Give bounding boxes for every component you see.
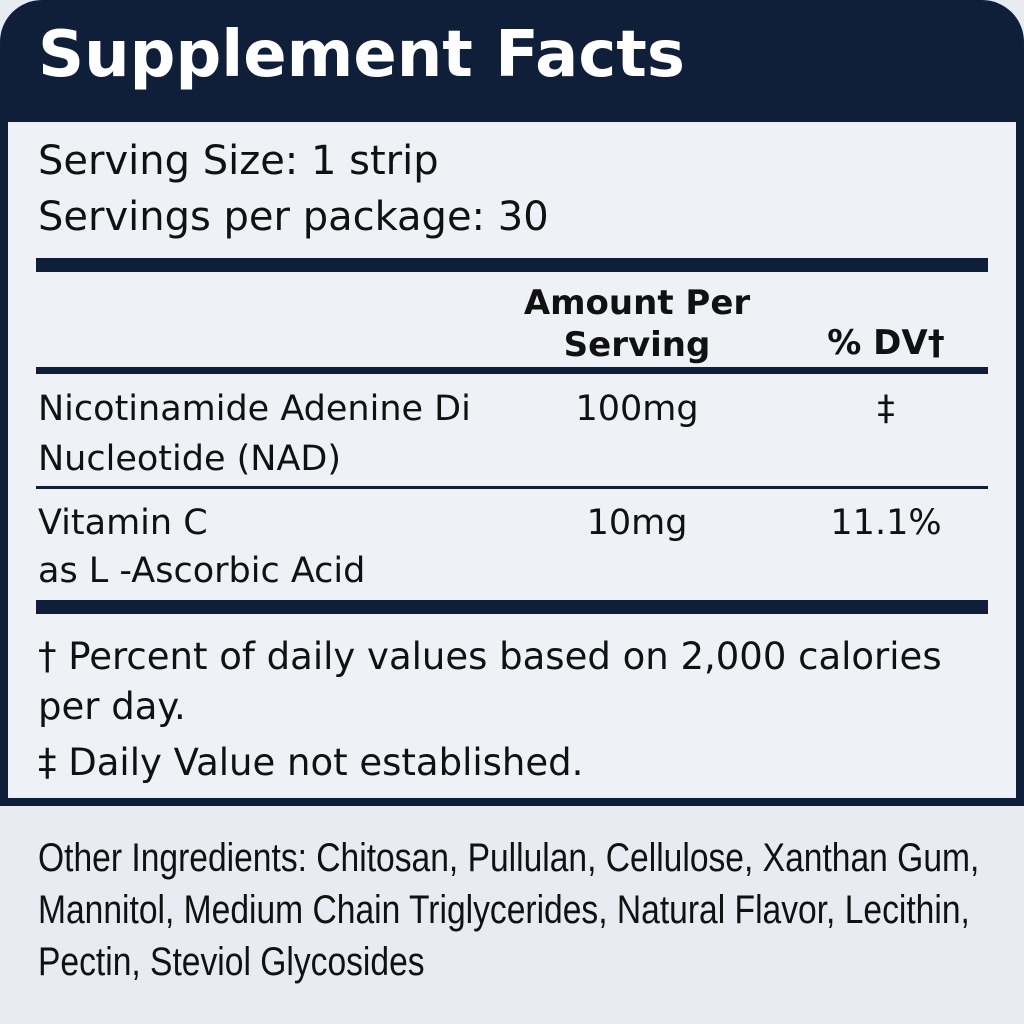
rule	[36, 486, 988, 489]
daily-value: 11.1%	[830, 503, 942, 543]
footnote: ‡ Daily Value not established.	[38, 741, 584, 784]
column-header: % DV†	[827, 323, 945, 363]
servings-per-package: Servings per package: 30	[38, 194, 549, 240]
amount: 100mg	[575, 389, 699, 429]
other-ingredients: Other Ingredients: Chitosan, Pullulan, C…	[38, 836, 980, 984]
nutrient-detail: as L -Ascorbic Acid	[38, 551, 366, 591]
nutrient-name: Vitamin C	[38, 503, 208, 543]
thick-rule	[36, 258, 988, 272]
rule	[36, 367, 988, 374]
nutrient-name: Nicotinamide Adenine Di Nucleotide (NAD)	[38, 389, 471, 479]
amount: 10mg	[586, 503, 688, 543]
footnote: † Percent of daily values based on 2,000…	[38, 635, 942, 728]
serving-size: Serving Size: 1 strip	[38, 138, 439, 184]
column-header: Amount Per Serving	[523, 283, 751, 365]
title: Supplement Facts	[38, 18, 685, 92]
thick-rule	[36, 600, 988, 614]
daily-value: ‡	[877, 389, 895, 429]
facts-panel	[8, 122, 1016, 798]
